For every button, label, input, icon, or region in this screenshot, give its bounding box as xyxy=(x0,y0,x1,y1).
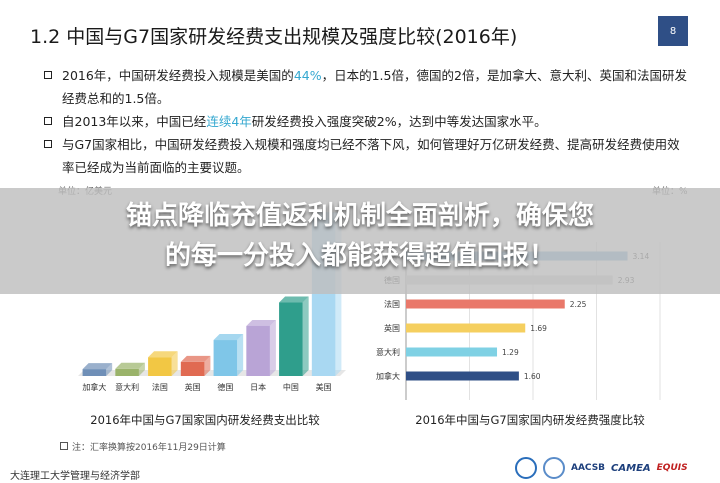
category-label: 加拿大 xyxy=(376,371,400,381)
accreditation-logos: AACSB CAMEA EQUIS xyxy=(515,455,715,481)
chart-floor xyxy=(78,370,346,376)
camea-logo: CAMEA xyxy=(611,462,651,474)
data-label: 2.25 xyxy=(570,300,587,309)
bar-3 xyxy=(406,299,565,309)
bar-side xyxy=(237,334,244,376)
bar-4 xyxy=(180,361,205,376)
bar-top xyxy=(115,362,145,369)
bullet-text-post: ，日本的1.5倍，德国的2倍，是加拿大、意大利、英国和法国研发经费总和的1.5倍… xyxy=(62,68,687,106)
bar-2 xyxy=(115,368,139,376)
data-label: 1.29 xyxy=(502,348,519,357)
category-label: 法国 xyxy=(152,382,168,392)
footnote-text: 注：汇率换算按2016年11月29日计算 xyxy=(72,443,226,453)
bullet-text-pre: 2016年，中国研发经费投入规模是美国的 xyxy=(62,68,294,83)
square-bullet-icon xyxy=(60,442,68,450)
bar-top xyxy=(279,296,309,303)
bullet-text-pre: 自2013年以来，中国已经 xyxy=(62,114,207,129)
square-bullet-icon xyxy=(44,117,52,125)
category-label: 法国 xyxy=(384,299,400,309)
bullet-text-pre: 与G7国家相比，中国研发经费投入规模和强度均已经不落下风，如何管理好万亿研发经费… xyxy=(62,137,680,175)
bar-side xyxy=(138,362,145,376)
left-bar-chart: 加拿大 意大利 法国 英国 德国 日本 中国 美国 xyxy=(78,212,346,392)
data-label: 1.60 xyxy=(524,372,541,381)
footnote: 注：汇率换算按2016年11月29日计算 xyxy=(60,440,226,453)
bullet-highlight: 连续4年 xyxy=(206,114,252,129)
square-bullet-icon xyxy=(44,140,52,148)
bullet-text-post: 研发经费投入强度突破2%，达到中等发达国家水平。 xyxy=(251,114,547,129)
bar-3 xyxy=(148,357,172,376)
bar-4 xyxy=(406,323,526,333)
bullet-item-1: 2016年，中国研发经费投入规模是美国的44%，日本的1.5倍，德国的2倍，是加… xyxy=(42,64,692,110)
aacsb-logo: AACSB xyxy=(571,463,606,473)
headline-line-1: 锚点降临充值返利机制全面剖析，确保您 xyxy=(125,201,594,231)
school-logo-icon xyxy=(543,457,565,479)
bar-side xyxy=(171,351,178,376)
bar-top xyxy=(213,334,244,341)
page-number-badge: 8 xyxy=(658,16,688,46)
bar-side xyxy=(302,296,309,376)
footer-source: 大连理工大学管理与经济学部 xyxy=(10,471,140,482)
category-label: 德国 xyxy=(217,382,233,392)
category-label: 中国 xyxy=(283,382,299,392)
bar-6 xyxy=(246,325,270,376)
category-label: 美国 xyxy=(316,382,332,392)
bar-top xyxy=(246,319,276,326)
category-label: 加拿大 xyxy=(82,382,106,392)
category-label: 英国 xyxy=(185,382,201,392)
bar-side xyxy=(106,363,113,376)
category-label: 意大利 xyxy=(115,382,139,392)
equis-logo: EQUIS xyxy=(656,463,688,473)
bar-top xyxy=(82,363,113,370)
category-label: 意大利 xyxy=(376,347,400,357)
overlay-banner xyxy=(0,188,720,294)
bar-5 xyxy=(213,340,238,376)
bar-7 xyxy=(279,302,303,376)
overlay-headline: 锚点降临充值返利机制全面剖析，确保您 的每一分投入都能获得超值回报！ xyxy=(0,196,720,276)
bar-1 xyxy=(82,369,107,376)
bullet-item-3: 与G7国家相比，中国研发经费投入规模和强度均已经不落下风，如何管理好万亿研发经费… xyxy=(42,133,692,179)
bar-side xyxy=(269,319,276,376)
category-label: 日本 xyxy=(250,382,266,392)
category-label: 英国 xyxy=(384,323,400,333)
slide-title: 1.2 中国与G7国家研发经费支出规模及强度比较(2016年) xyxy=(30,26,518,48)
square-bullet-icon xyxy=(44,71,52,79)
bar-6 xyxy=(406,371,519,381)
bar-top xyxy=(180,355,211,362)
bullet-item-2: 自2013年以来，中国已经连续4年研发经费投入强度突破2%，达到中等发达国家水平… xyxy=(42,110,692,133)
data-label: 1.69 xyxy=(530,324,547,333)
headline-line-2: 的每一分投入都能获得超值回报！ xyxy=(164,241,555,271)
right-chart-title: 2016年中国与G7国家国内研发经费强度比较 xyxy=(415,413,645,427)
university-seal-icon xyxy=(515,457,537,479)
bar-side xyxy=(204,355,211,376)
bar-5 xyxy=(406,347,498,357)
bullet-list: 2016年，中国研发经费投入规模是美国的44%，日本的1.5倍，德国的2倍，是加… xyxy=(42,64,692,179)
bullet-highlight: 44% xyxy=(293,68,322,83)
bar-top xyxy=(148,351,178,358)
left-chart-title: 2016年中国与G7国家国内研发经费支出比较 xyxy=(90,413,320,427)
